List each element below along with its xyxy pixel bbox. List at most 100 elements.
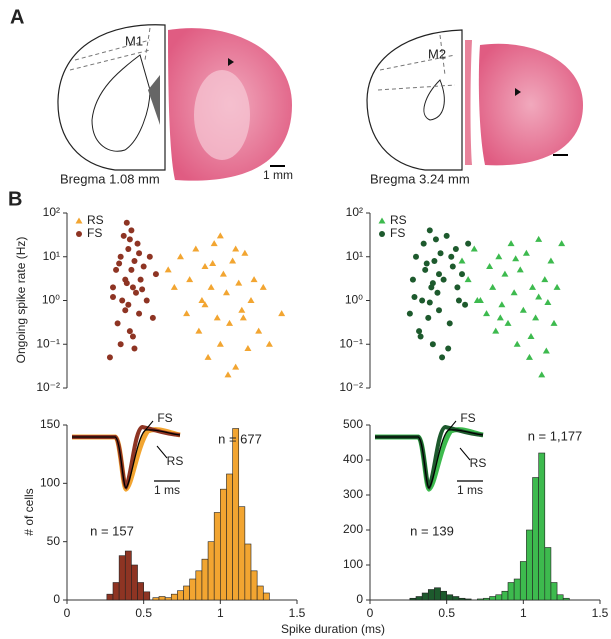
point — [507, 240, 515, 247]
bar — [207, 541, 215, 601]
point — [232, 245, 240, 252]
waveform-fs — [72, 424, 181, 490]
point — [241, 249, 249, 256]
y-tick-label: 0 — [356, 592, 363, 606]
annotation: n = 157 — [90, 523, 134, 538]
bar — [421, 592, 429, 601]
x-tick-label: 1 — [217, 606, 224, 620]
bar — [131, 564, 138, 601]
point — [119, 297, 126, 304]
point — [117, 253, 124, 260]
bar — [226, 473, 233, 601]
y-tick-label: 300 — [343, 487, 363, 501]
point — [222, 289, 230, 296]
point — [210, 240, 218, 247]
y-tick-label: 10⁻¹ — [36, 336, 60, 350]
point — [443, 232, 450, 239]
point — [455, 297, 462, 304]
point — [529, 283, 537, 290]
bar — [458, 597, 466, 601]
y-tick-label: 150 — [40, 417, 60, 431]
bar — [177, 590, 184, 601]
point — [550, 319, 558, 326]
bar — [513, 578, 521, 601]
point — [265, 340, 273, 347]
point — [464, 276, 472, 283]
point — [458, 257, 466, 264]
y-tick-label: 10⁰ — [345, 293, 363, 307]
point — [462, 301, 469, 308]
point — [535, 235, 543, 242]
point — [437, 250, 444, 257]
annotation: RS — [470, 456, 487, 470]
point — [498, 301, 506, 308]
arrowhead — [515, 88, 521, 96]
point — [501, 270, 509, 277]
point — [446, 320, 453, 327]
point — [136, 310, 143, 317]
point — [259, 283, 267, 290]
point — [195, 327, 203, 334]
point — [449, 263, 456, 270]
bar — [256, 585, 264, 601]
point — [436, 271, 442, 278]
point — [465, 240, 472, 247]
atlas-ventricle — [91, 54, 151, 152]
y-tick-label: 500 — [343, 417, 363, 431]
bar — [158, 596, 166, 601]
bar — [124, 550, 132, 601]
atlas-outline — [366, 29, 463, 171]
bar — [152, 597, 160, 601]
y-tick-label: 10¹ — [43, 249, 60, 263]
point — [143, 297, 150, 304]
bar — [238, 506, 246, 601]
x-tick-label: 1 — [520, 606, 527, 620]
point — [137, 276, 144, 283]
point — [535, 293, 543, 300]
point — [224, 371, 232, 378]
point — [459, 271, 465, 278]
pointer — [156, 445, 168, 459]
bar — [519, 561, 527, 601]
point — [116, 260, 123, 267]
point — [486, 262, 494, 269]
point — [425, 314, 432, 321]
bar — [446, 594, 454, 601]
bar — [507, 582, 515, 601]
y-axis-label: # of cells — [22, 488, 36, 535]
pointer — [459, 447, 471, 461]
bar — [232, 428, 240, 601]
point — [532, 314, 540, 321]
point — [239, 314, 247, 321]
point — [429, 280, 436, 287]
point — [439, 354, 446, 361]
y-tick-label: 100 — [343, 557, 363, 571]
point — [422, 266, 429, 273]
scale-label: 1 mm — [263, 168, 293, 182]
bar — [495, 594, 503, 601]
bar — [440, 590, 447, 601]
bregma-label: Bregma 1.08 mm — [60, 171, 160, 186]
point — [134, 240, 141, 247]
point — [140, 263, 147, 270]
point — [238, 306, 246, 313]
bar — [244, 543, 252, 601]
bar — [477, 598, 484, 601]
point — [125, 301, 132, 308]
bar — [550, 582, 558, 601]
point — [164, 266, 172, 273]
bar — [452, 596, 460, 601]
bar — [262, 592, 270, 601]
bar — [164, 597, 172, 601]
brain-slice — [465, 40, 472, 165]
bar — [489, 596, 497, 601]
point — [516, 266, 524, 273]
annotation: n = 1,177 — [528, 428, 583, 443]
point — [125, 246, 132, 253]
bar — [112, 582, 120, 601]
point — [420, 240, 427, 247]
point — [152, 271, 159, 278]
point — [553, 283, 561, 290]
legend-marker — [76, 231, 82, 237]
point — [416, 328, 423, 335]
